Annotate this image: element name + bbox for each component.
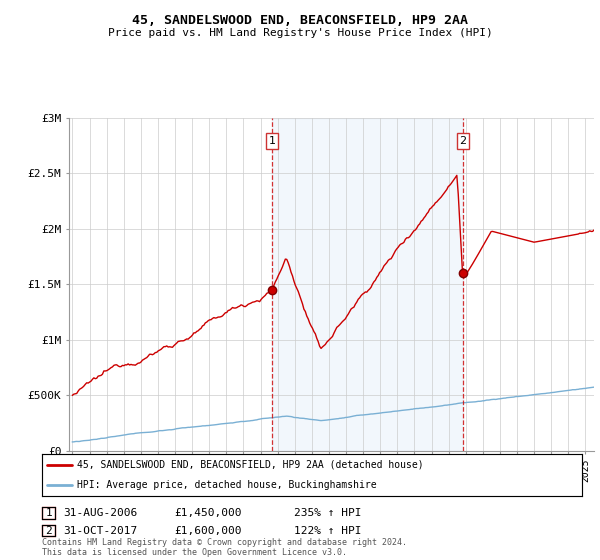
Text: £1,600,000: £1,600,000: [174, 526, 241, 536]
Text: £1,450,000: £1,450,000: [174, 508, 241, 518]
Text: 31-OCT-2017: 31-OCT-2017: [63, 526, 137, 536]
Text: Price paid vs. HM Land Registry's House Price Index (HPI): Price paid vs. HM Land Registry's House …: [107, 28, 493, 38]
Text: 45, SANDELSWOOD END, BEACONSFIELD, HP9 2AA (detached house): 45, SANDELSWOOD END, BEACONSFIELD, HP9 2…: [77, 460, 424, 470]
Text: 31-AUG-2006: 31-AUG-2006: [63, 508, 137, 518]
Text: HPI: Average price, detached house, Buckinghamshire: HPI: Average price, detached house, Buck…: [77, 480, 377, 490]
Text: 1: 1: [268, 136, 275, 146]
Bar: [272, 118, 463, 451]
Text: 2: 2: [460, 136, 466, 146]
Text: 235% ↑ HPI: 235% ↑ HPI: [294, 508, 361, 518]
Text: 45, SANDELSWOOD END, BEACONSFIELD, HP9 2AA: 45, SANDELSWOOD END, BEACONSFIELD, HP9 2…: [132, 14, 468, 27]
Text: 1: 1: [45, 508, 52, 517]
Text: 2: 2: [45, 526, 52, 535]
Text: Contains HM Land Registry data © Crown copyright and database right 2024.
This d: Contains HM Land Registry data © Crown c…: [42, 538, 407, 557]
Text: 122% ↑ HPI: 122% ↑ HPI: [294, 526, 361, 536]
